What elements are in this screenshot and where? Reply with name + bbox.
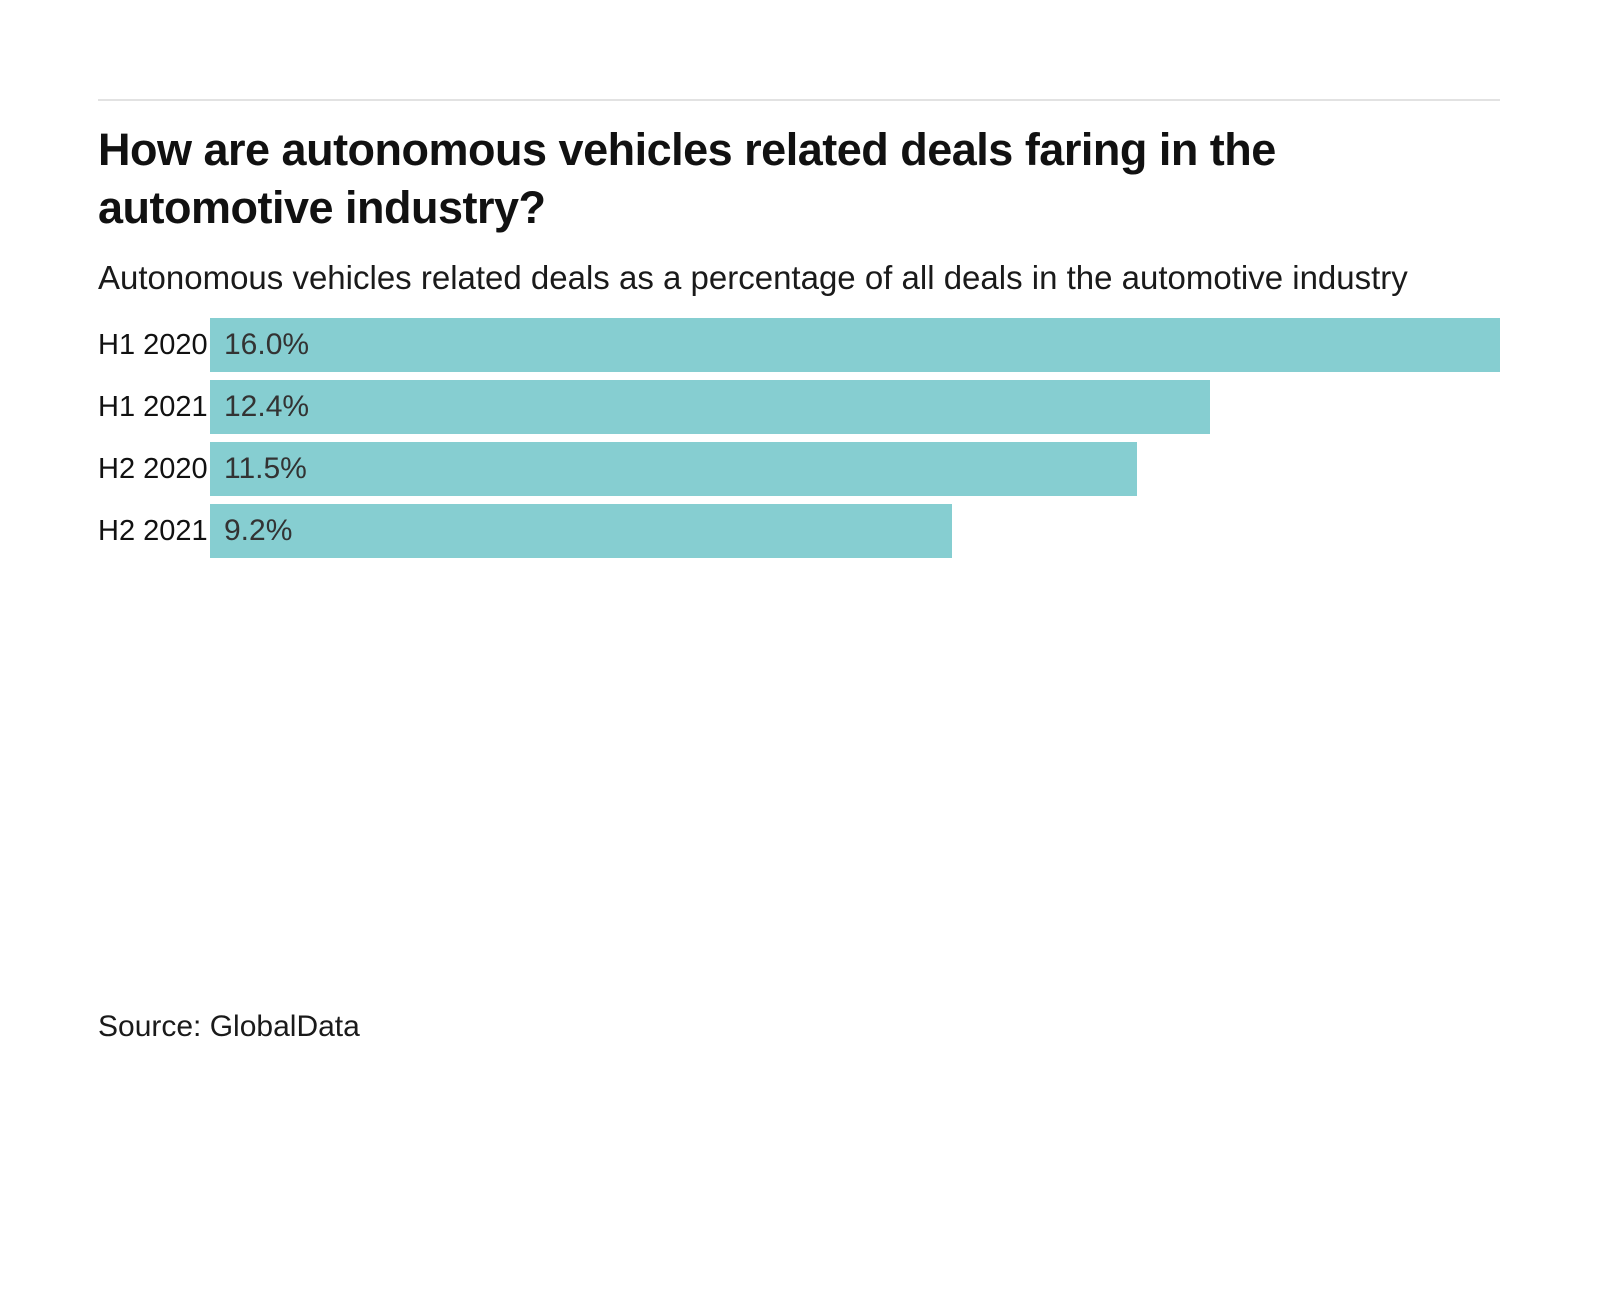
category-label: H2 2020 [98,453,208,485]
chart-page: How are autonomous vehicles related deal… [0,99,1600,1045]
value-label: 9.2% [224,514,293,547]
value-label: 11.5% [224,452,307,485]
value-label: 12.4% [224,390,310,423]
page-title: How are autonomous vehicles related deal… [98,124,1276,233]
category-label: H1 2020 [98,329,208,361]
bar-row: H2 2020 11.5% [98,442,1500,496]
bar-track: 12.4% [210,380,1500,434]
value-label: 16.0% [224,328,310,361]
bar-row: H1 2021 12.4% [98,380,1500,434]
bar-chart: H1 2020 16.0% H1 2021 12.4% H2 2020 11.5% H2 2… [98,318,1500,558]
bar: 12.4% [210,380,1210,434]
top-divider [98,99,1500,101]
bar-row: H2 2021 9.2% [98,504,1500,558]
bar-row: H1 2020 16.0% [98,318,1500,372]
chart-subtitle: Autonomous vehicles related deals as a p… [98,259,1408,296]
bar: 11.5% [210,442,1138,496]
source-attribution: Source: GlobalData [98,1010,360,1043]
category-label: H2 2021 [98,515,208,547]
bar: 9.2% [210,504,952,558]
bar-track: 16.0% [210,318,1500,372]
bar: 16.0% [210,318,1500,372]
bar-track: 11.5% [210,442,1500,496]
bar-track: 9.2% [210,504,1500,558]
category-label: H1 2021 [98,391,208,423]
